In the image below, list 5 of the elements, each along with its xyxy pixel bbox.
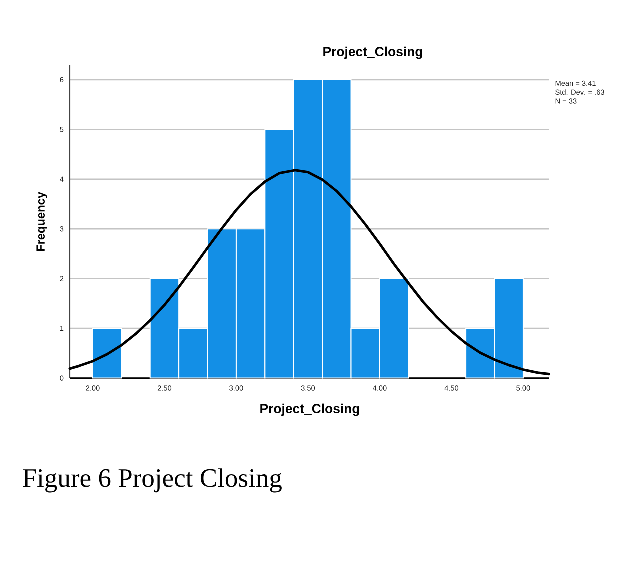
chart-title: Project_Closing bbox=[324, 46, 422, 60]
y-axis-title: Frequency bbox=[36, 192, 48, 252]
caption: Figure 6 Project Closing bbox=[23, 468, 282, 493]
line-series bbox=[68, 169, 551, 376]
x-axis-title: Project_Closing bbox=[260, 404, 360, 416]
